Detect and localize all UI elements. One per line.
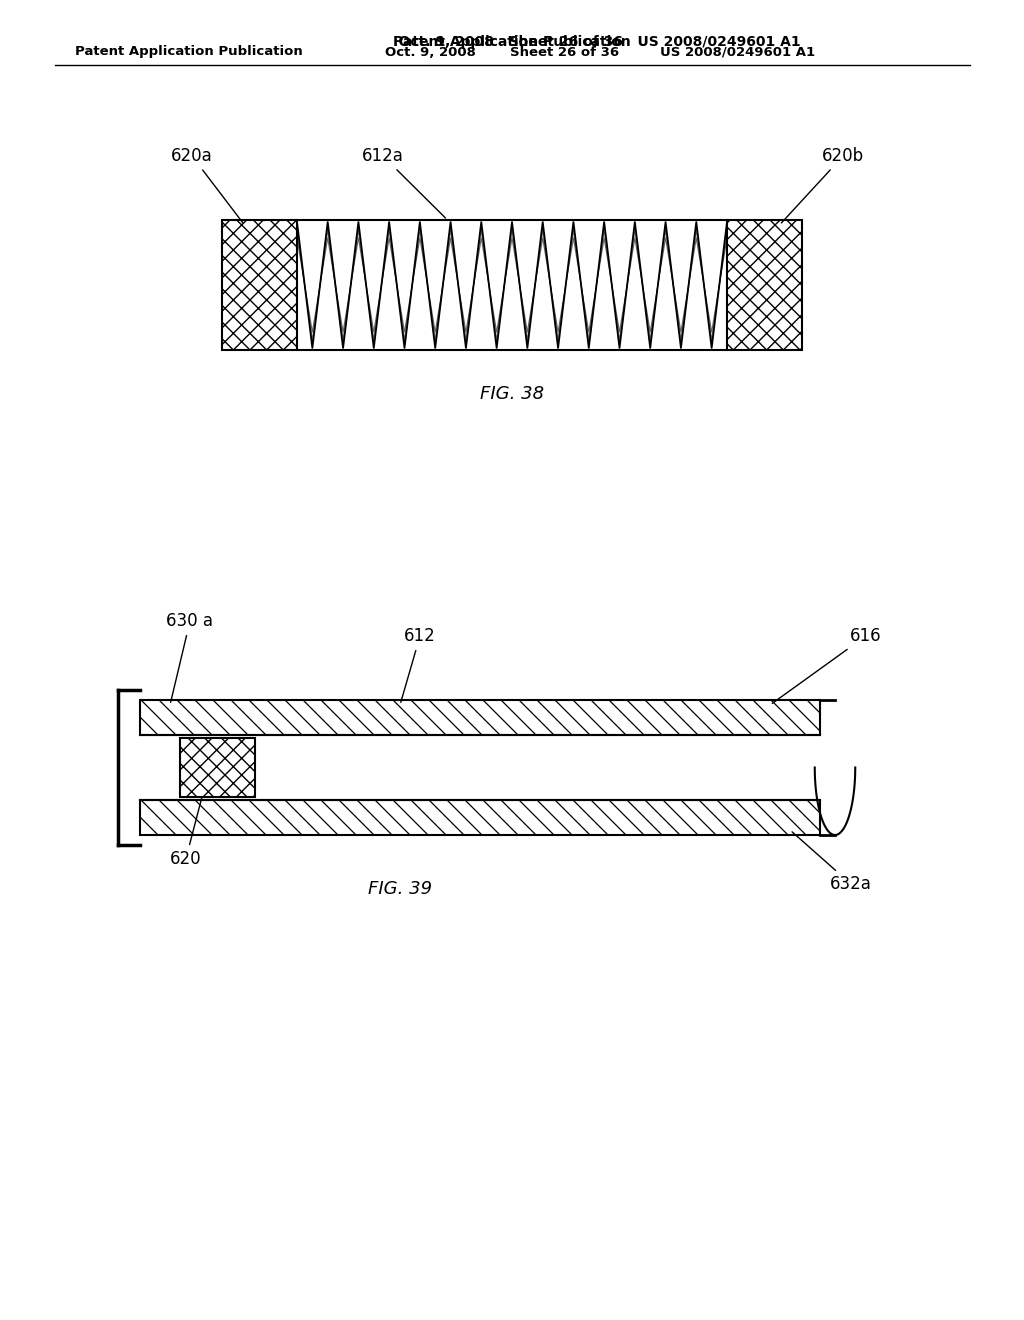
Text: 620a: 620a	[171, 147, 243, 223]
Text: Oct. 9, 2008   Sheet 26 of 36   US 2008/0249601 A1: Oct. 9, 2008 Sheet 26 of 36 US 2008/0249…	[223, 36, 801, 49]
Text: 632a: 632a	[793, 832, 871, 894]
Text: Patent Application Publication: Patent Application Publication	[75, 45, 303, 58]
Bar	[140, 700, 820, 735]
Text: 612: 612	[400, 627, 436, 702]
Text: 620b: 620b	[781, 147, 864, 223]
Text: Patent Application Publication: Patent Application Publication	[393, 36, 631, 49]
Bar	[140, 800, 820, 836]
Text: FIG. 38: FIG. 38	[480, 385, 544, 403]
Text: FIG. 39: FIG. 39	[368, 880, 432, 898]
Bar	[180, 738, 255, 797]
Text: Sheet 26 of 36: Sheet 26 of 36	[510, 45, 620, 58]
Text: 612a: 612a	[362, 147, 445, 218]
Bar	[222, 220, 297, 350]
Text: US 2008/0249601 A1: US 2008/0249601 A1	[660, 45, 815, 58]
Text: 630 a: 630 a	[167, 612, 213, 702]
Bar	[727, 220, 802, 350]
Text: 616: 616	[772, 627, 882, 704]
Text: Oct. 9, 2008: Oct. 9, 2008	[385, 45, 476, 58]
Text: 620: 620	[170, 797, 202, 869]
